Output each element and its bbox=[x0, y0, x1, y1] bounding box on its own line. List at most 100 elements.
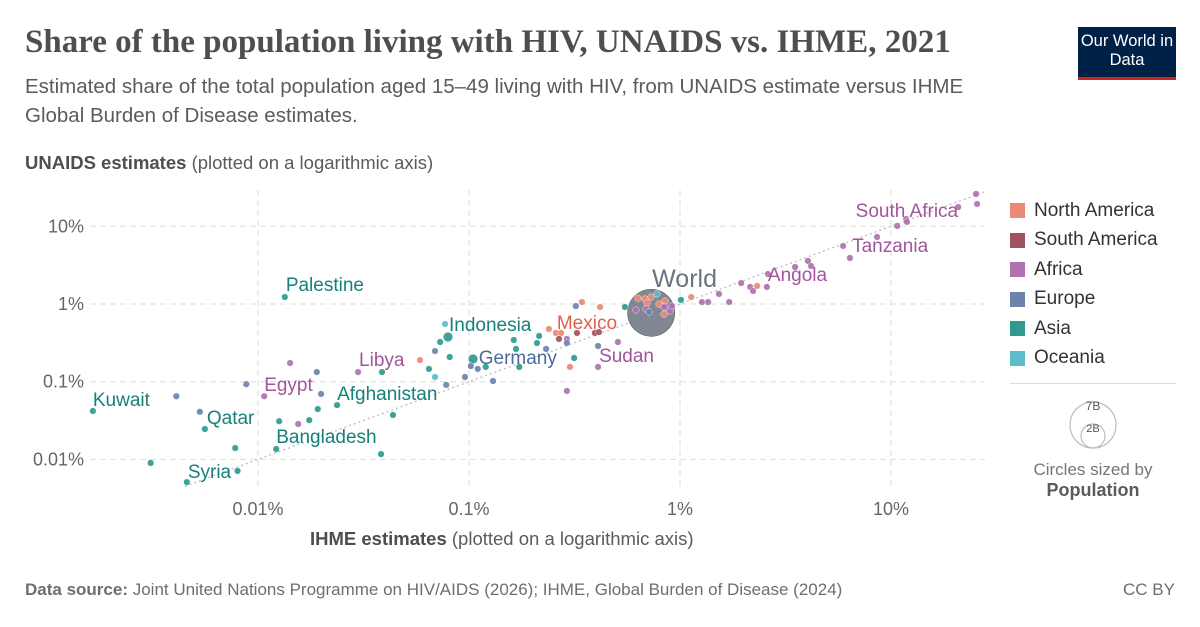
data-point bbox=[573, 329, 581, 337]
legend-label: Asia bbox=[1034, 317, 1071, 339]
data-point bbox=[436, 338, 444, 346]
data-point bbox=[791, 263, 799, 271]
data-point bbox=[677, 296, 685, 304]
data-point bbox=[281, 293, 289, 301]
data-point bbox=[378, 368, 386, 376]
data-point bbox=[893, 222, 901, 230]
license[interactable]: CC BY bbox=[1123, 580, 1175, 599]
data-point bbox=[231, 444, 239, 452]
data-point bbox=[533, 339, 541, 347]
y-axis-label: UNAIDS estimates (plotted on a logarithm… bbox=[25, 152, 433, 174]
point-label: Tanzania bbox=[852, 236, 928, 257]
point-label: Indonesia bbox=[449, 315, 532, 336]
data-point bbox=[510, 336, 518, 344]
legend-divider bbox=[1010, 383, 1176, 384]
point-label: South Africa bbox=[856, 201, 959, 222]
data-point bbox=[595, 328, 603, 336]
data-point bbox=[482, 363, 490, 371]
data-point bbox=[555, 335, 563, 343]
y-tick-label: 1% bbox=[58, 294, 84, 314]
data-point bbox=[286, 359, 294, 367]
data-point bbox=[389, 411, 397, 419]
point-label: Afghanistan bbox=[337, 384, 437, 405]
data-point bbox=[468, 353, 479, 364]
legend-item[interactable]: Asia bbox=[1010, 314, 1158, 344]
data-point bbox=[467, 362, 475, 370]
data-point bbox=[621, 303, 629, 311]
data-point bbox=[687, 293, 695, 301]
x-tick-label: 0.1% bbox=[448, 499, 489, 519]
legend-item[interactable]: North America bbox=[1010, 196, 1158, 226]
color-legend: North America South America Africa Europe As… bbox=[1010, 196, 1158, 373]
legend-label: Oceania bbox=[1034, 347, 1105, 369]
data-point bbox=[737, 279, 745, 287]
data-point bbox=[804, 257, 812, 265]
data-point bbox=[634, 294, 642, 302]
data-point bbox=[807, 262, 815, 270]
y-axis-label-bold: UNAIDS estimates bbox=[25, 152, 187, 173]
data-point bbox=[172, 392, 180, 400]
legend-item[interactable]: Oceania bbox=[1010, 344, 1158, 374]
point-label: Qatar bbox=[207, 408, 255, 429]
chart-title: Share of the population living with HIV,… bbox=[25, 24, 951, 60]
point-label: Bangladesh bbox=[276, 427, 376, 448]
x-tick-label: 10% bbox=[873, 499, 909, 519]
point-label: Angola bbox=[768, 265, 828, 286]
y-tick-label: 0.01% bbox=[33, 449, 84, 469]
legend-label: North America bbox=[1034, 199, 1155, 221]
data-point bbox=[873, 233, 881, 241]
data-point bbox=[572, 302, 580, 310]
data-point bbox=[839, 242, 847, 250]
data-point bbox=[578, 298, 586, 306]
data-point bbox=[196, 408, 204, 416]
point-label: Kuwait bbox=[93, 390, 151, 411]
owid-logo[interactable]: Our World in Data bbox=[1078, 27, 1176, 80]
size-legend-variable[interactable]: Population bbox=[1046, 480, 1140, 500]
data-source-label: Data source: bbox=[25, 580, 128, 599]
legend-label: Africa bbox=[1034, 258, 1083, 280]
data-point bbox=[725, 298, 733, 306]
data-point bbox=[354, 368, 362, 376]
data-point bbox=[446, 353, 454, 361]
size-label-7b: 7B bbox=[1086, 399, 1101, 413]
data-point bbox=[545, 325, 553, 333]
data-point bbox=[461, 373, 469, 381]
legend-swatch bbox=[1010, 262, 1025, 278]
data-point bbox=[489, 377, 497, 385]
data-point bbox=[275, 417, 283, 425]
data-point bbox=[317, 390, 325, 398]
legend-label: Europe bbox=[1034, 288, 1096, 310]
point-label: Syria bbox=[188, 462, 232, 483]
data-point bbox=[431, 373, 439, 381]
data-point bbox=[661, 297, 669, 305]
data-point bbox=[715, 290, 723, 298]
data-point bbox=[305, 416, 313, 424]
data-point bbox=[542, 345, 550, 353]
data-point bbox=[260, 392, 268, 400]
data-point bbox=[431, 347, 439, 355]
data-point bbox=[846, 254, 854, 262]
data-point bbox=[294, 420, 302, 428]
point-label: Sudan bbox=[599, 346, 654, 367]
legend-item[interactable]: Africa bbox=[1010, 255, 1158, 285]
size-legend: 7B 2B Circles sized by Population bbox=[1010, 395, 1176, 501]
data-point bbox=[973, 200, 981, 208]
data-point bbox=[234, 467, 242, 475]
data-point bbox=[183, 478, 191, 486]
data-point bbox=[441, 320, 449, 328]
data-point bbox=[442, 332, 453, 343]
data-point bbox=[416, 356, 424, 364]
data-point bbox=[594, 342, 602, 350]
data-point bbox=[313, 368, 321, 376]
legend-item[interactable]: South America bbox=[1010, 226, 1158, 256]
data-point bbox=[668, 302, 676, 310]
legend-item[interactable]: Europe bbox=[1010, 285, 1158, 315]
size-legend-caption: Circles sized by bbox=[1033, 460, 1153, 479]
point-label: Palestine bbox=[286, 275, 364, 296]
data-point bbox=[753, 282, 761, 290]
data-source-text[interactable]: Joint United Nations Programme on HIV/AI… bbox=[132, 580, 843, 599]
data-point bbox=[89, 407, 97, 415]
data-point bbox=[749, 287, 757, 295]
data-point bbox=[201, 425, 209, 433]
x-axis-label-bold: IHME estimates bbox=[310, 528, 447, 549]
